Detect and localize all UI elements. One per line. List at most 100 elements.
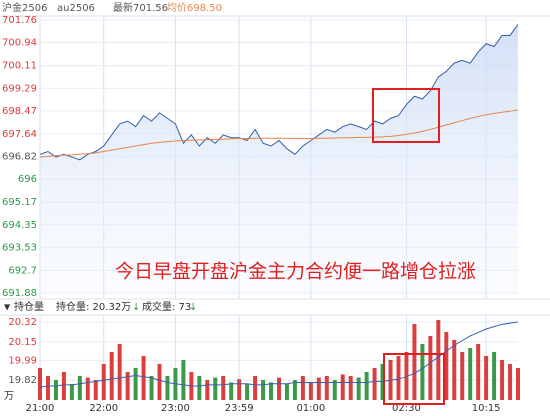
x-tick-label: 22:00 <box>89 403 118 414</box>
down-arrow: ↓ <box>189 302 197 313</box>
volume-bar <box>253 376 258 400</box>
latest-price: 最新701.56 <box>113 1 168 14</box>
volume-bar <box>468 348 473 400</box>
volume-bar <box>372 368 377 400</box>
volume-bar <box>492 352 497 400</box>
collapse-icon[interactable]: ▼ <box>4 303 11 312</box>
volume-bar <box>452 340 457 400</box>
volume-bar <box>45 376 50 400</box>
volume-bar <box>149 376 154 400</box>
volume-bar <box>229 382 234 400</box>
x-tick-label: 01:00 <box>296 403 325 414</box>
y-tick-label: 20.32 <box>8 317 37 328</box>
y-tick-label: 701.76 <box>2 15 37 26</box>
y-tick-label: 698.47 <box>2 106 37 117</box>
volume-bar <box>332 380 337 400</box>
y-tick-label: 19.82 <box>8 375 37 386</box>
volume-bar <box>93 380 98 400</box>
price-area <box>40 24 518 294</box>
volume-bar <box>420 344 425 400</box>
volume-bar <box>412 324 417 400</box>
y-tick-label: 691.88 <box>2 288 37 299</box>
avg-price: 均价698.50 <box>167 2 222 14</box>
y-tick-label: 692.7 <box>8 265 37 276</box>
volume-bar <box>261 380 266 400</box>
y-tick-label: 700.94 <box>2 38 37 49</box>
volume-bar <box>348 376 353 400</box>
y-tick-label: 697.64 <box>2 129 37 140</box>
volume-bar <box>213 377 218 400</box>
volume-bar <box>396 356 401 400</box>
volume-bar <box>292 380 297 400</box>
oi-line <box>39 321 519 388</box>
unit-label: 万 <box>4 391 14 402</box>
volume-bar <box>85 377 90 400</box>
volume-bar <box>324 376 329 400</box>
volume-bar <box>157 364 162 400</box>
volume-bar <box>141 356 146 400</box>
volume-bar <box>197 376 202 400</box>
y-tick-label: 696 <box>18 174 37 185</box>
volume-bar <box>165 376 170 400</box>
volume-bar <box>237 379 242 400</box>
y-tick-label: 695.17 <box>2 197 37 208</box>
y-tick-label: 693.53 <box>2 242 37 253</box>
volume-bar <box>38 368 42 400</box>
volume-bar <box>77 376 82 400</box>
volume-bar <box>500 360 505 400</box>
volume-bar <box>436 320 441 400</box>
contract-code: au2506 <box>57 3 95 14</box>
volume-bar <box>109 352 114 400</box>
volume-bar <box>444 332 449 400</box>
volume-bar <box>221 376 226 400</box>
oi-label: 持仓量: 20.32万 <box>56 300 131 313</box>
volume-bar <box>117 344 122 400</box>
volume-bar <box>316 377 321 400</box>
volume-bar <box>340 374 345 400</box>
y-tick-label: 699.29 <box>2 83 37 94</box>
x-tick-label: 21:00 <box>26 403 55 414</box>
volume-label: 成交量: 73 <box>142 300 191 313</box>
volume-bar <box>284 384 289 400</box>
volume-bar <box>476 344 481 400</box>
volume-bar <box>53 380 58 400</box>
highlight-box <box>383 353 445 405</box>
volume-bar <box>269 382 274 400</box>
volume-bar <box>484 356 489 400</box>
x-tick-label: 02:30 <box>392 403 421 414</box>
volume-bar <box>61 372 66 400</box>
volume-bar <box>205 380 210 400</box>
volume-bar <box>356 377 361 400</box>
volume-bar <box>428 336 433 400</box>
volume-bar <box>277 377 281 400</box>
volume-bar <box>308 382 313 400</box>
price-line <box>39 24 519 161</box>
y-tick-label: 696.82 <box>2 152 37 163</box>
highlight-box <box>372 88 440 143</box>
volume-bar <box>125 372 130 400</box>
volume-bar <box>460 352 465 400</box>
volume-bar <box>508 364 513 400</box>
volume-bar <box>181 360 186 400</box>
annotation: 今日早盘开盘沪金主力合约便一路增仓拉涨 <box>115 261 476 283</box>
volume-bar <box>69 384 74 400</box>
volume-bar <box>245 384 250 400</box>
volume-bar <box>300 376 305 400</box>
x-tick-label: 10:15 <box>472 403 501 414</box>
volume-bar <box>380 364 385 400</box>
panel-title[interactable]: 持仓量 <box>14 300 44 313</box>
volume-bar <box>364 372 369 400</box>
volume-bar <box>101 364 106 400</box>
x-tick-label: 23:00 <box>161 403 190 414</box>
volume-bar <box>404 352 409 400</box>
y-tick-label: 700.11 <box>2 61 37 72</box>
volume-bar <box>516 368 520 400</box>
x-tick-label: 23:59 <box>225 403 254 414</box>
y-tick-label: 20.15 <box>8 337 37 348</box>
y-tick-label: 19.99 <box>8 355 37 366</box>
down-arrow: ↓ <box>132 302 140 313</box>
y-tick-label: 694.35 <box>2 220 37 231</box>
volume-bar <box>133 368 138 400</box>
contract-name: 沪金2506 <box>2 1 47 14</box>
